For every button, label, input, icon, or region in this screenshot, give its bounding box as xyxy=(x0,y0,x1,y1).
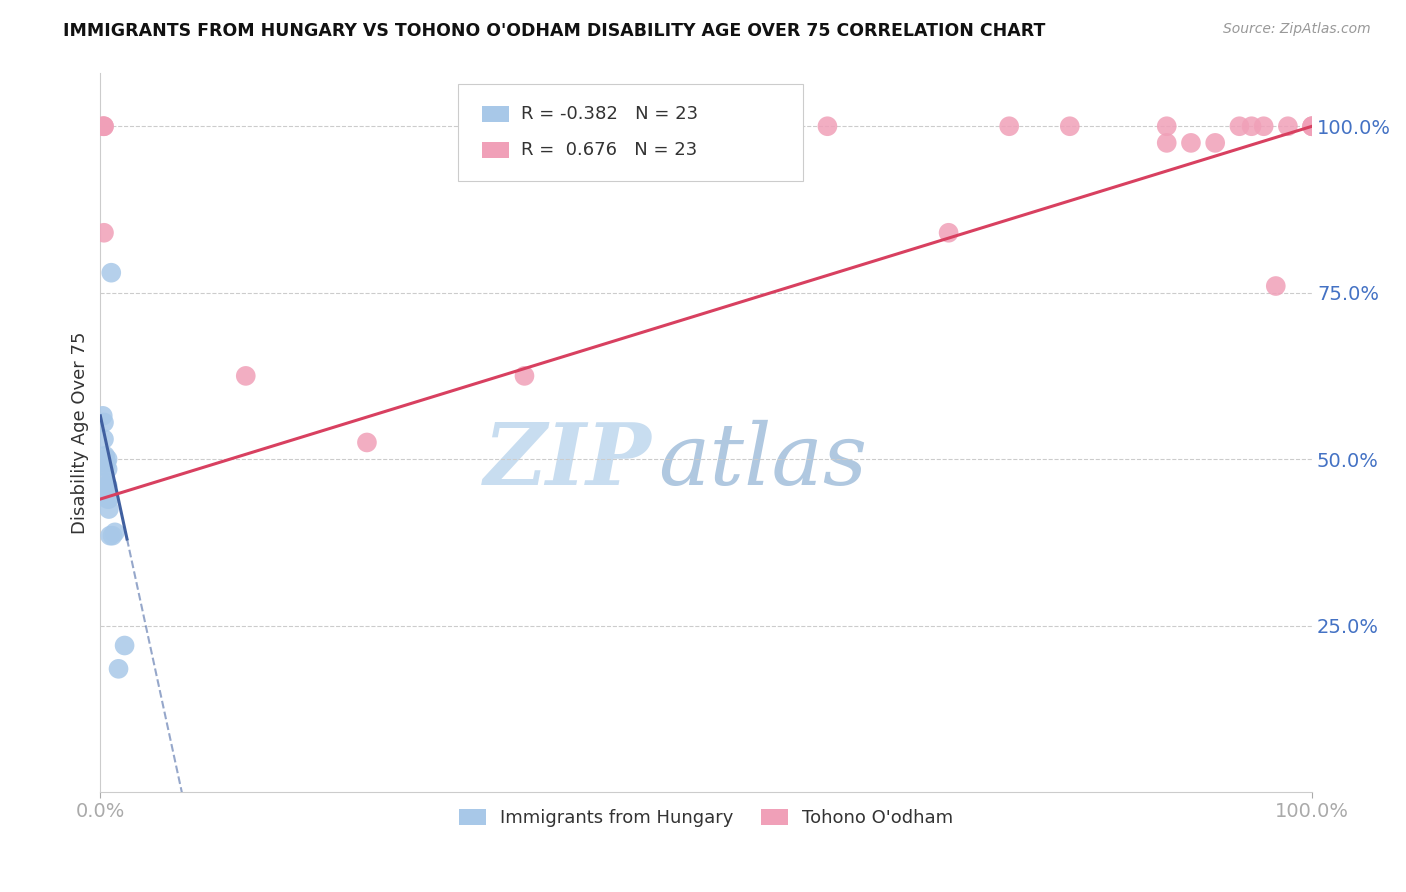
Point xyxy=(91,409,114,423)
Text: Source: ZipAtlas.com: Source: ZipAtlas.com xyxy=(1223,22,1371,37)
Point xyxy=(114,639,136,653)
Point xyxy=(513,368,536,383)
Point xyxy=(93,120,115,134)
Text: R =  0.676   N = 23: R = 0.676 N = 23 xyxy=(520,141,697,159)
Point xyxy=(98,529,121,543)
Point xyxy=(235,368,257,383)
Point xyxy=(94,455,117,469)
Point xyxy=(1240,120,1263,134)
Point xyxy=(94,475,117,490)
Point xyxy=(1204,136,1226,150)
Point xyxy=(94,449,117,463)
Point xyxy=(938,226,960,240)
FancyBboxPatch shape xyxy=(458,84,803,181)
Point xyxy=(93,226,115,240)
Point xyxy=(998,120,1021,134)
Point xyxy=(97,452,120,467)
Point xyxy=(1301,120,1323,134)
Point xyxy=(815,120,838,134)
Point xyxy=(93,120,115,134)
Point xyxy=(97,462,120,476)
Point xyxy=(1156,136,1178,150)
Point xyxy=(1301,120,1323,134)
Point xyxy=(1156,120,1178,134)
Point xyxy=(94,458,117,473)
Point xyxy=(96,455,118,469)
Point xyxy=(107,662,129,676)
Text: IMMIGRANTS FROM HUNGARY VS TOHONO O'ODHAM DISABILITY AGE OVER 75 CORRELATION CHA: IMMIGRANTS FROM HUNGARY VS TOHONO O'ODHA… xyxy=(63,22,1046,40)
Point xyxy=(97,479,120,493)
Bar xyxy=(482,106,509,122)
Point xyxy=(93,452,115,467)
Legend: Immigrants from Hungary, Tohono O'odham: Immigrants from Hungary, Tohono O'odham xyxy=(451,802,960,835)
Point xyxy=(97,491,120,506)
Point xyxy=(96,479,118,493)
Point xyxy=(1180,136,1202,150)
Point xyxy=(1301,120,1323,134)
Text: ZIP: ZIP xyxy=(484,419,652,503)
Point xyxy=(91,120,114,134)
Point xyxy=(94,489,117,503)
Point xyxy=(1277,120,1299,134)
Point xyxy=(104,525,127,540)
Y-axis label: Disability Age Over 75: Disability Age Over 75 xyxy=(72,331,89,533)
Bar xyxy=(482,142,509,158)
Point xyxy=(100,266,122,280)
Point xyxy=(1264,279,1286,293)
Point xyxy=(1229,120,1251,134)
Point xyxy=(101,529,124,543)
Text: atlas: atlas xyxy=(658,420,868,502)
Point xyxy=(356,435,378,450)
Point xyxy=(97,502,120,516)
Point xyxy=(1059,120,1081,134)
Point xyxy=(97,491,120,506)
Point xyxy=(93,416,115,430)
Point xyxy=(1253,120,1275,134)
Point xyxy=(93,432,115,446)
Text: R = -0.382   N = 23: R = -0.382 N = 23 xyxy=(520,105,697,123)
